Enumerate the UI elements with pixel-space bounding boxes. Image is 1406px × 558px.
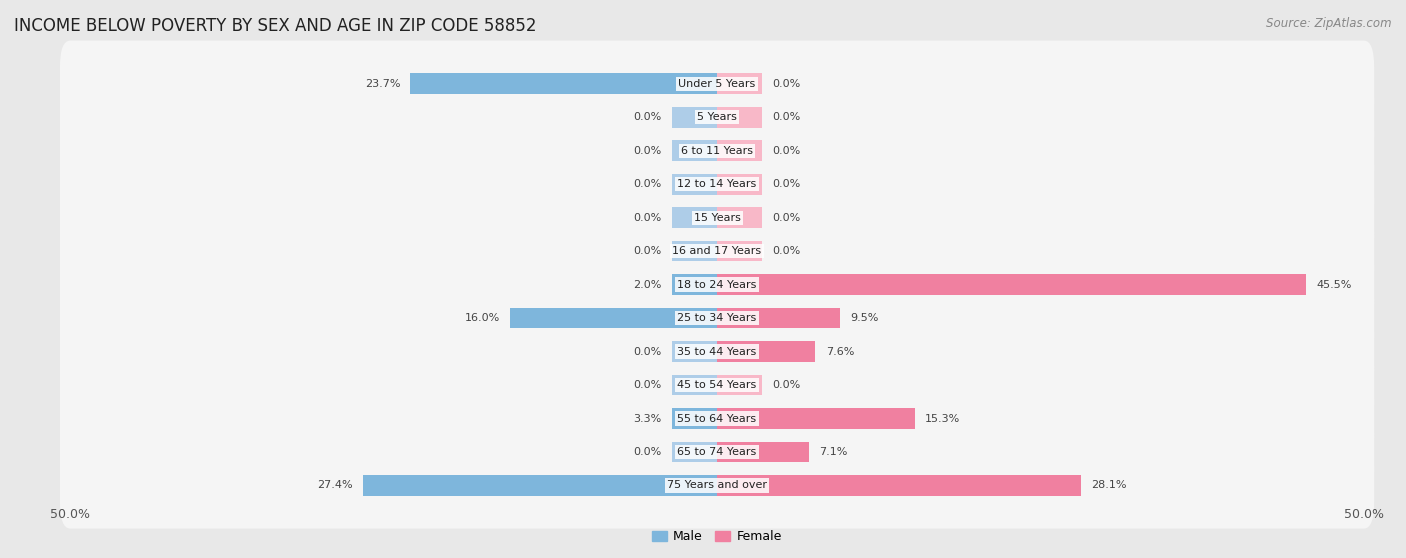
Text: 0.0%: 0.0% <box>633 213 661 223</box>
Text: 6 to 11 Years: 6 to 11 Years <box>681 146 754 156</box>
Text: 0.0%: 0.0% <box>633 347 661 357</box>
Text: 0.0%: 0.0% <box>773 213 801 223</box>
Text: 55 to 64 Years: 55 to 64 Years <box>678 413 756 424</box>
Text: 45 to 54 Years: 45 to 54 Years <box>678 380 756 390</box>
Bar <box>672 207 717 228</box>
Text: 0.0%: 0.0% <box>773 246 801 256</box>
Bar <box>363 475 717 496</box>
Text: 25 to 34 Years: 25 to 34 Years <box>678 313 756 323</box>
Bar <box>411 73 717 94</box>
Text: 0.0%: 0.0% <box>773 380 801 390</box>
Bar <box>717 73 762 94</box>
Text: Source: ZipAtlas.com: Source: ZipAtlas.com <box>1267 17 1392 30</box>
Text: INCOME BELOW POVERTY BY SEX AND AGE IN ZIP CODE 58852: INCOME BELOW POVERTY BY SEX AND AGE IN Z… <box>14 17 537 35</box>
Legend: Male, Female: Male, Female <box>647 525 787 548</box>
Text: 15.3%: 15.3% <box>925 413 960 424</box>
Bar <box>717 341 815 362</box>
Text: 65 to 74 Years: 65 to 74 Years <box>678 447 756 457</box>
Bar <box>717 274 1306 295</box>
Text: 35 to 44 Years: 35 to 44 Years <box>678 347 756 357</box>
Text: 0.0%: 0.0% <box>633 146 661 156</box>
Text: 9.5%: 9.5% <box>851 313 879 323</box>
Text: 0.0%: 0.0% <box>773 146 801 156</box>
FancyBboxPatch shape <box>60 208 1374 294</box>
Text: 0.0%: 0.0% <box>773 179 801 189</box>
Bar <box>510 307 717 329</box>
FancyBboxPatch shape <box>60 309 1374 395</box>
Bar <box>672 341 717 362</box>
Text: 0.0%: 0.0% <box>633 179 661 189</box>
Bar <box>717 140 762 161</box>
Text: 3.3%: 3.3% <box>633 413 661 424</box>
Text: 12 to 14 Years: 12 to 14 Years <box>678 179 756 189</box>
Text: 15 Years: 15 Years <box>693 213 741 223</box>
Bar <box>717 107 762 128</box>
Text: 0.0%: 0.0% <box>773 112 801 122</box>
FancyBboxPatch shape <box>60 41 1374 127</box>
FancyBboxPatch shape <box>60 275 1374 361</box>
Text: 16 and 17 Years: 16 and 17 Years <box>672 246 762 256</box>
Text: 7.6%: 7.6% <box>825 347 853 357</box>
FancyBboxPatch shape <box>60 175 1374 261</box>
Text: 16.0%: 16.0% <box>464 313 499 323</box>
Text: Under 5 Years: Under 5 Years <box>679 79 755 89</box>
Text: 18 to 24 Years: 18 to 24 Years <box>678 280 756 290</box>
FancyBboxPatch shape <box>60 108 1374 194</box>
Bar <box>672 140 717 161</box>
Bar <box>672 240 717 262</box>
FancyBboxPatch shape <box>60 342 1374 428</box>
FancyBboxPatch shape <box>60 442 1374 528</box>
Text: 0.0%: 0.0% <box>633 112 661 122</box>
Text: 27.4%: 27.4% <box>316 480 353 490</box>
Bar <box>717 207 762 228</box>
Bar <box>672 441 717 463</box>
Bar <box>672 408 717 429</box>
Bar <box>672 374 717 396</box>
FancyBboxPatch shape <box>60 74 1374 160</box>
Bar <box>672 174 717 195</box>
Bar <box>717 307 839 329</box>
Text: 2.0%: 2.0% <box>633 280 661 290</box>
Text: 5 Years: 5 Years <box>697 112 737 122</box>
Text: 75 Years and over: 75 Years and over <box>666 480 768 490</box>
FancyBboxPatch shape <box>60 376 1374 461</box>
Bar <box>717 240 762 262</box>
Text: 0.0%: 0.0% <box>633 447 661 457</box>
Bar <box>717 174 762 195</box>
Text: 0.0%: 0.0% <box>633 380 661 390</box>
Bar <box>717 441 808 463</box>
FancyBboxPatch shape <box>60 242 1374 328</box>
Bar <box>672 107 717 128</box>
Text: 45.5%: 45.5% <box>1316 280 1351 290</box>
FancyBboxPatch shape <box>60 409 1374 495</box>
Text: 7.1%: 7.1% <box>820 447 848 457</box>
Text: 0.0%: 0.0% <box>633 246 661 256</box>
Text: 0.0%: 0.0% <box>773 79 801 89</box>
Text: 23.7%: 23.7% <box>364 79 401 89</box>
Bar <box>717 408 915 429</box>
FancyBboxPatch shape <box>60 141 1374 227</box>
Bar <box>717 475 1081 496</box>
Bar <box>717 374 762 396</box>
Text: 28.1%: 28.1% <box>1091 480 1126 490</box>
Bar <box>672 274 717 295</box>
